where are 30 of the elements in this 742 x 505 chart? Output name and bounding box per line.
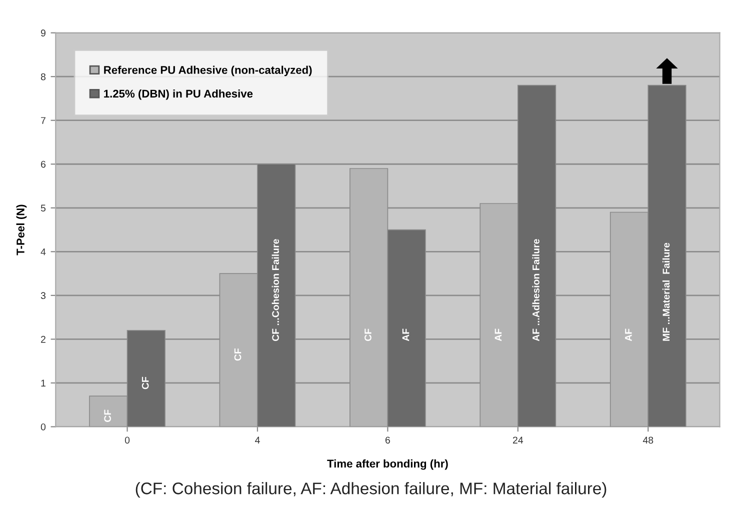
y-tick-label: 6 <box>41 160 46 168</box>
x-tick-label: 0 <box>124 436 130 444</box>
data-label: AF <box>494 328 502 342</box>
y-tick-label: 4 <box>40 248 46 256</box>
y-tick-label: 8 <box>40 73 46 80</box>
y-tick-label: 7 <box>41 117 46 124</box>
y-tick-label: 3 <box>40 292 46 300</box>
y-axis-title: T-Peel (N) <box>16 204 27 256</box>
x-tick-label: 48 <box>642 436 654 444</box>
data-label: CF <box>142 376 149 390</box>
legend-label: 1.25% (DBN) in PU Adhesive <box>104 89 253 100</box>
data-label: CF <box>234 348 242 361</box>
data-label: AF ...Adhesion Failure <box>532 239 540 342</box>
x-tick-label: 24 <box>512 436 524 444</box>
data-label: CF <box>364 328 372 341</box>
y-tick-label: 2 <box>41 336 46 343</box>
y-tick-label: 1 <box>41 380 46 386</box>
data-label: CF <box>104 410 111 422</box>
x-tick-label: 4 <box>255 436 260 444</box>
data-label: AF <box>625 328 632 342</box>
data-label: CF ...Cohesion Failure <box>272 239 279 341</box>
data-label: MF ...Material Failure <box>662 242 670 341</box>
y-tick-label: 5 <box>40 204 46 212</box>
x-tick-label: 6 <box>385 436 390 444</box>
y-tick-label: 9 <box>40 30 46 36</box>
data-label: AF <box>402 328 410 342</box>
y-tick-label: 0 <box>40 423 46 430</box>
x-axis-title: Time after bonding (hr) <box>327 459 448 470</box>
text: (CF: Cohesion failure, AF: Adhesion failure, MF: Material failure) <box>136 482 606 498</box>
legend-label: Reference PU Adhesive (non-catalyzed) <box>104 66 312 76</box>
